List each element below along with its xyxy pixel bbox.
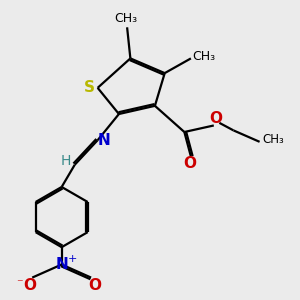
Text: O: O — [88, 278, 101, 293]
Text: CH₃: CH₃ — [263, 134, 285, 146]
Text: +: + — [68, 254, 77, 264]
Text: O: O — [184, 156, 197, 171]
Text: CH₃: CH₃ — [114, 12, 137, 25]
Text: CH₃: CH₃ — [192, 50, 215, 63]
Text: S: S — [84, 80, 95, 95]
Text: ⁻: ⁻ — [16, 277, 23, 290]
Text: H: H — [60, 154, 71, 169]
Text: O: O — [209, 111, 222, 126]
Text: N: N — [56, 257, 69, 272]
Text: N: N — [97, 133, 110, 148]
Text: O: O — [23, 278, 36, 293]
